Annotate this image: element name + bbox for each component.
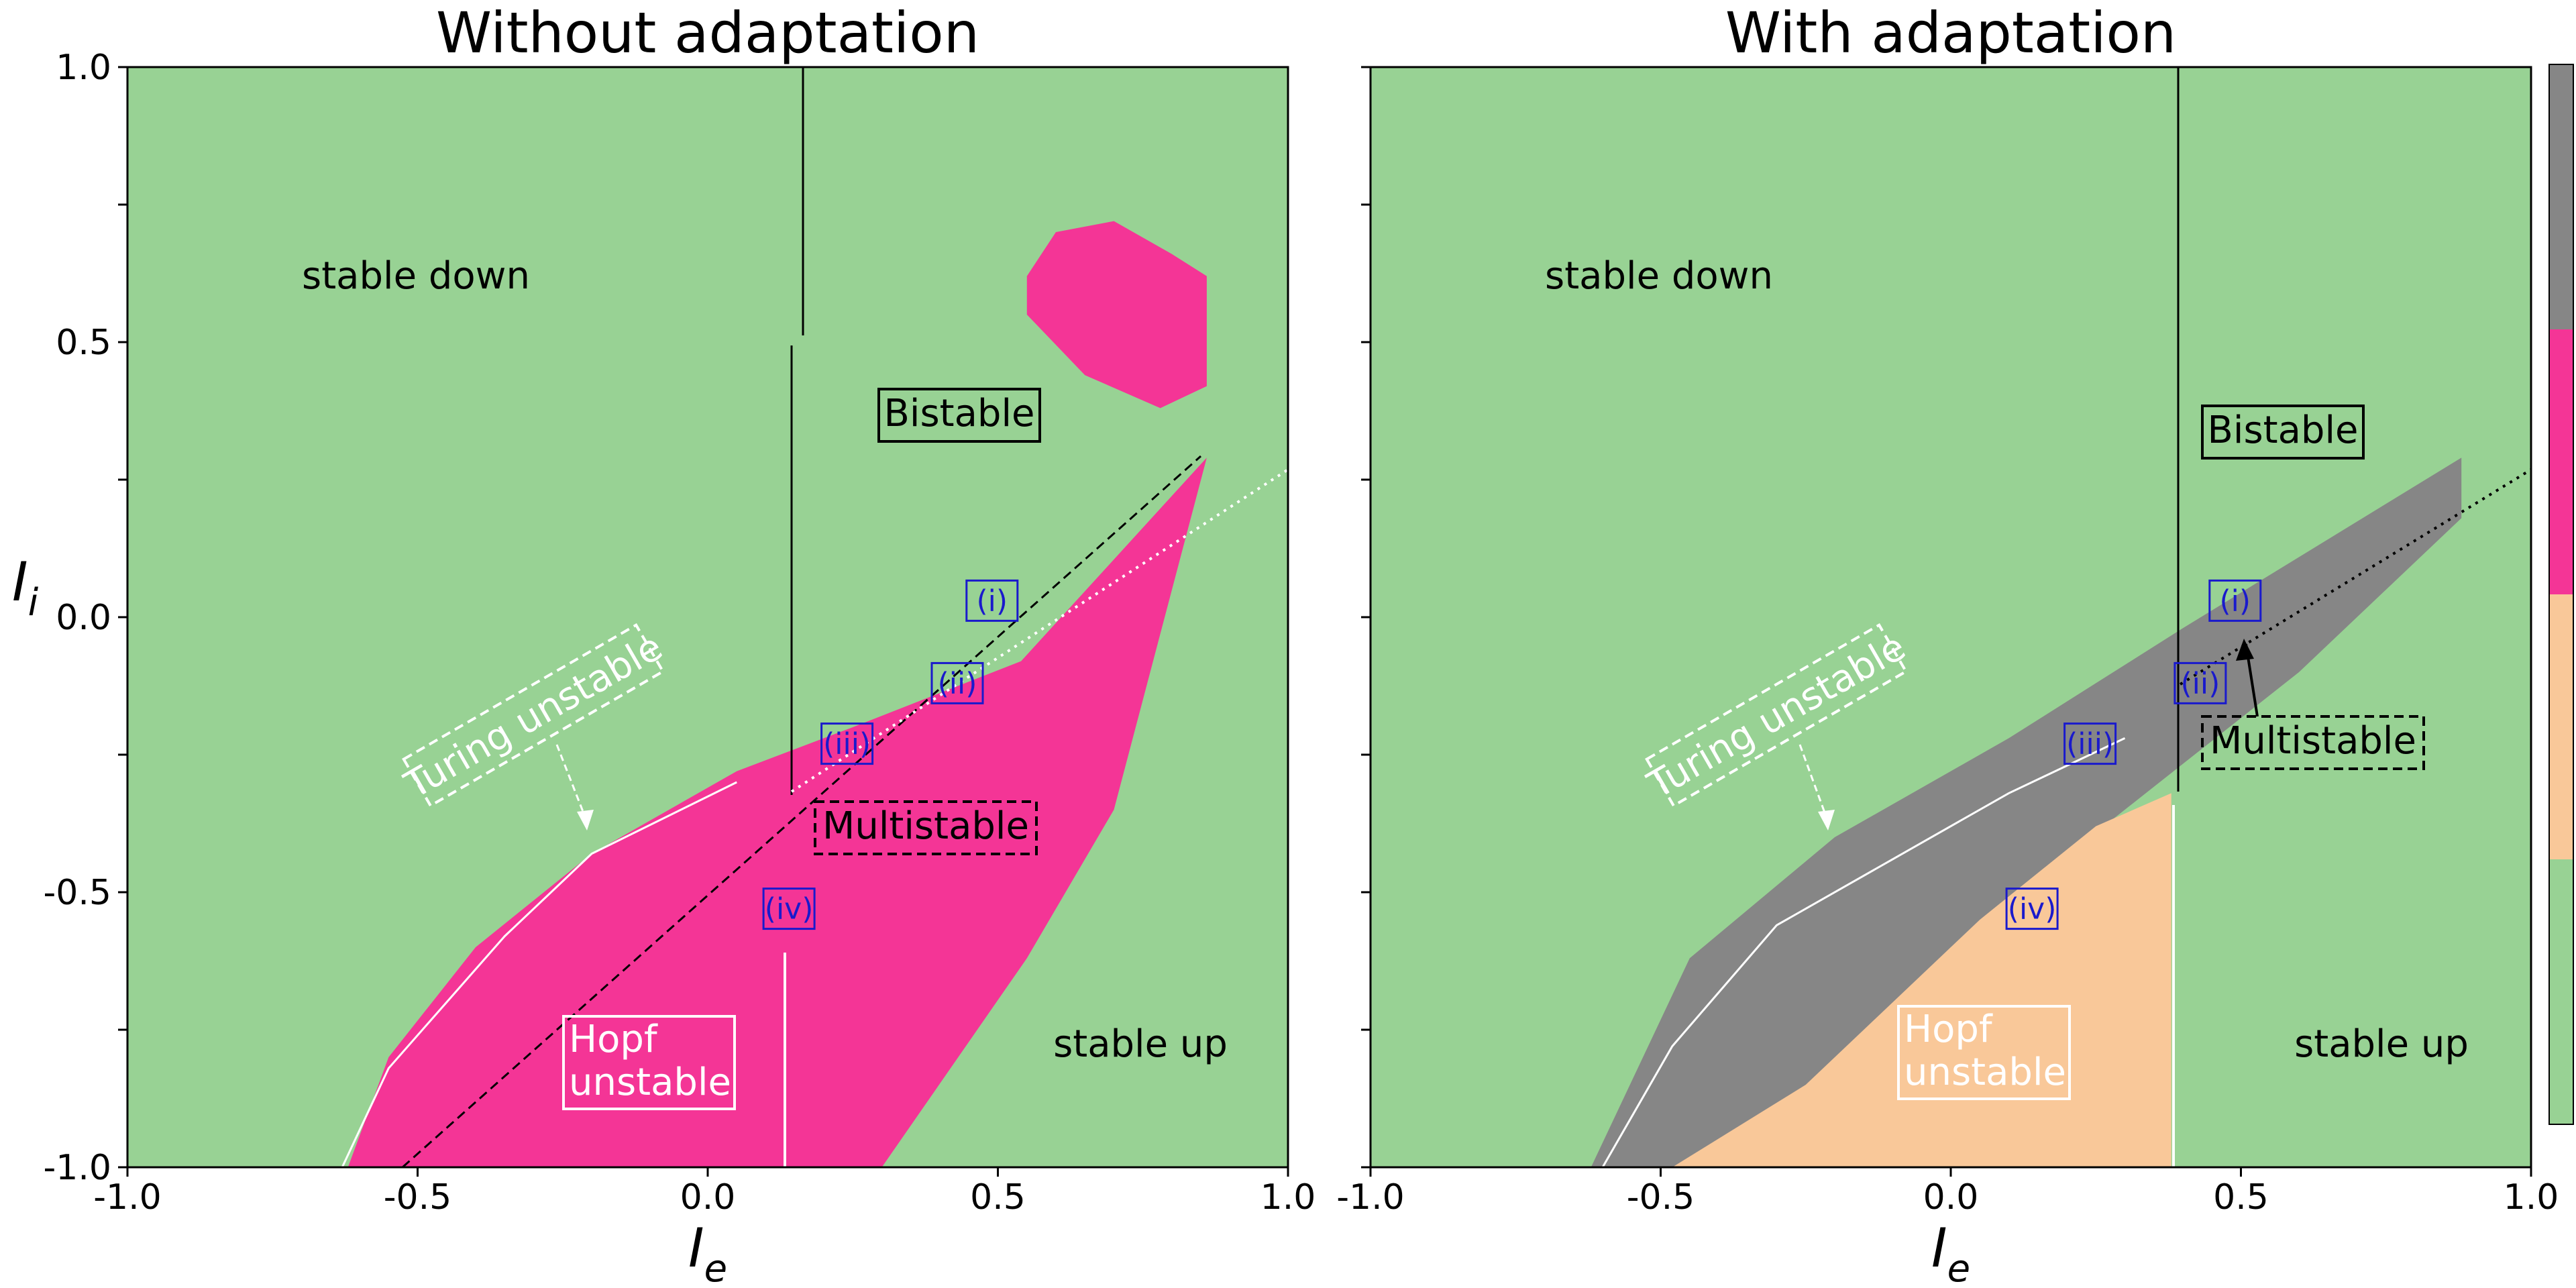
y-tick-label: 0.0 — [56, 598, 111, 638]
colorbar-frame — [2548, 64, 2574, 1125]
x-tick-label: 0.0 — [680, 1177, 736, 1218]
y-tick-label: -0.5 — [44, 873, 111, 913]
colorbar-segment — [2549, 329, 2573, 594]
point-marker-box — [2063, 722, 2117, 765]
label-stable-up: stable up — [2294, 1022, 2469, 1066]
bistable-edge — [341, 781, 737, 1167]
point-marker-box — [820, 722, 874, 765]
point-marker-box — [930, 661, 984, 704]
point-label: (i) — [977, 584, 1008, 618]
label-hopf-line1: Hopf — [1904, 1008, 1993, 1051]
label-multistable: Multistable — [2210, 719, 2416, 763]
bistable-box — [877, 388, 1041, 443]
panel-without-adaptation: Without adaptation stable down stable up… — [12, 0, 1316, 1288]
multistable-box — [2201, 715, 2425, 770]
y-tick-label: -1.0 — [44, 1148, 111, 1188]
label-stable-down: stable down — [1545, 254, 1773, 298]
colorbar — [2548, 64, 2574, 1125]
x-tick-label: 0.5 — [2213, 1177, 2269, 1218]
y-ticks: 1.0 0.5 0.0 -0.5 -1.0 — [44, 48, 127, 1188]
hopf-fill-region — [1672, 793, 2171, 1167]
label-hopf-line2: unstable — [569, 1061, 731, 1104]
dashed-line — [402, 455, 1201, 1167]
turing-arrow — [555, 744, 588, 822]
x-axis-label: Ie — [688, 1217, 727, 1288]
hopf-box — [1897, 1005, 2071, 1100]
label-bistable: Bistable — [2208, 409, 2359, 452]
label-hopf-line2: unstable — [1904, 1051, 2066, 1094]
label-multistable: Multistable — [822, 804, 1029, 848]
oscillatory-region — [1591, 458, 2462, 1167]
points-layer: (i) (ii) (iii) (iv) — [762, 579, 1019, 930]
hopf-box — [562, 1015, 736, 1110]
x-tick-label: -1.0 — [93, 1177, 161, 1218]
x-ticks: -1.0 -0.5 0.0 0.5 1.0 — [93, 1167, 1316, 1218]
point-label: (ii) — [2181, 666, 2220, 700]
points-layer: (i) (ii) (iii) (iv) — [2005, 579, 2262, 930]
point-label: (ii) — [938, 666, 977, 700]
point-marker-box — [2208, 579, 2262, 622]
x-tick-label: -1.0 — [1336, 1177, 1404, 1218]
top-blob-region — [1026, 221, 1207, 409]
label-stable-up: stable up — [1053, 1022, 1228, 1066]
turing-arrow-head — [1818, 810, 1835, 830]
point-label: (iv) — [2008, 892, 2057, 926]
y-axis-label: Ii — [12, 551, 39, 625]
point-label: (iii) — [823, 727, 871, 761]
x-tick-label: 1.0 — [1260, 1177, 1316, 1218]
colorbar-segment — [2549, 859, 2573, 1124]
point-label: (iii) — [2066, 727, 2114, 761]
dotted-line — [790, 468, 1288, 793]
point-marker-box — [965, 579, 1019, 622]
colorbar-segment — [2549, 64, 2573, 329]
multistable-box — [814, 800, 1038, 855]
label-stable-down: stable down — [302, 254, 530, 298]
point-marker-box — [2005, 888, 2059, 930]
panel-title: Without adaptation — [436, 0, 979, 66]
y-tick-label: 1.0 — [56, 48, 111, 88]
y-tick-label: 0.5 — [56, 323, 111, 363]
point-marker-box — [762, 888, 816, 930]
point-label: (iv) — [765, 892, 814, 926]
oscillatory-region — [347, 458, 1207, 1167]
label-hopf-line1: Hopf — [569, 1018, 658, 1061]
colorbar-segment — [2549, 594, 2573, 859]
stable-region — [1371, 67, 2531, 1167]
x-axis-label: Ie — [1931, 1217, 1970, 1288]
label-bistable: Bistable — [884, 392, 1035, 435]
turing-arrow — [1799, 744, 1829, 822]
point-label: (i) — [2220, 584, 2251, 618]
point-marker-box — [2174, 661, 2227, 704]
turing-arrow-head — [577, 810, 594, 830]
x-tick-label: -0.5 — [384, 1177, 451, 1218]
x-tick-label: 1.0 — [2504, 1177, 2559, 1218]
x-tick-label: -0.5 — [1627, 1177, 1695, 1218]
panel-title: With adaptation — [1725, 0, 2176, 66]
panel-with-adaptation: With adaptation stable down stable up Bi… — [1336, 0, 2559, 1288]
bistable-box — [2201, 405, 2365, 460]
x-tick-label: 0.5 — [970, 1177, 1026, 1218]
x-tick-label: 0.0 — [1923, 1177, 1979, 1218]
bistable-edge — [1601, 737, 2126, 1167]
multistable-arrow-head — [2236, 639, 2254, 661]
x-ticks: -1.0 -0.5 0.0 0.5 1.0 — [1336, 1167, 2559, 1218]
y-ticks — [1361, 66, 1371, 1169]
